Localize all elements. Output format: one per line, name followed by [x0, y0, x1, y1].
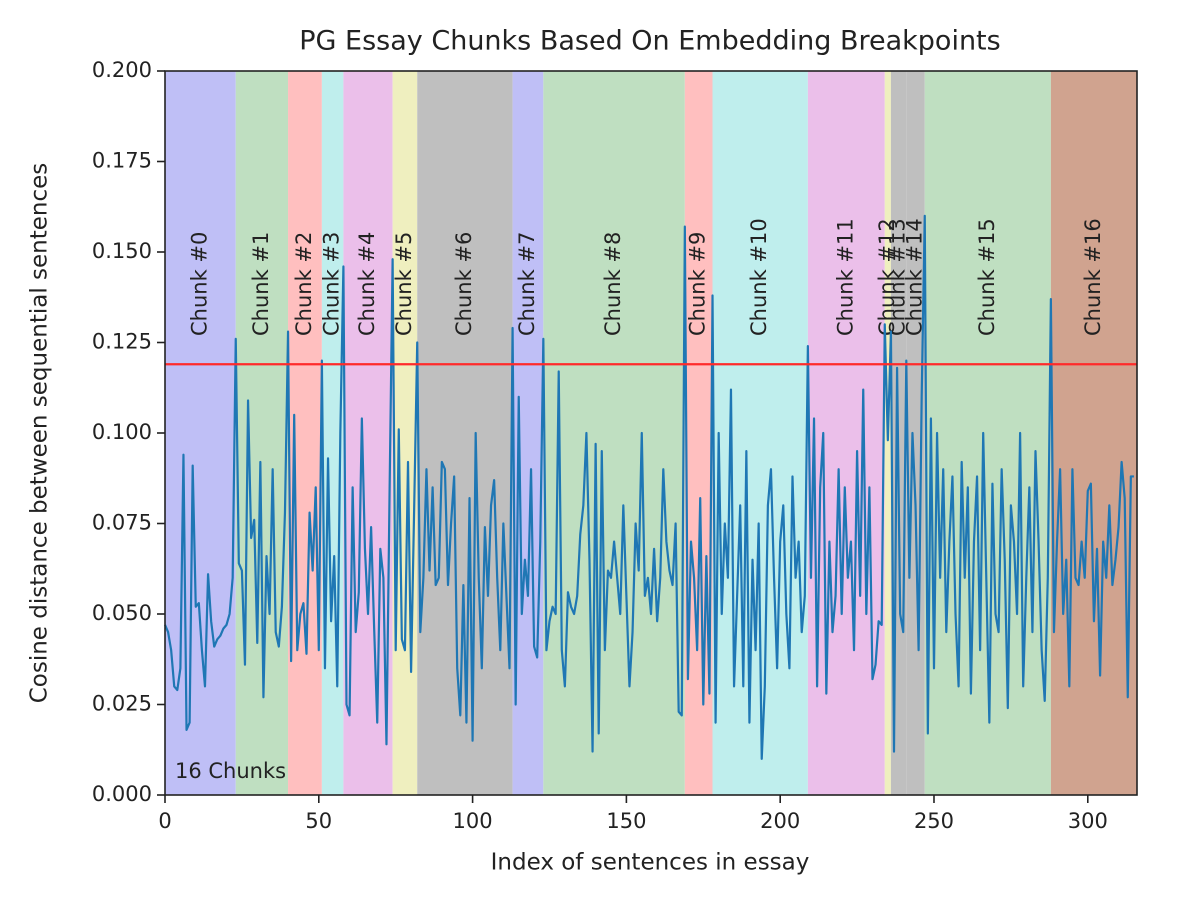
chunk-label: Chunk #10 [747, 218, 771, 336]
y-tick-label: 0.075 [92, 511, 152, 535]
chunk-span [684, 71, 713, 795]
x-tick-label: 300 [1068, 809, 1108, 833]
chunk-label: Chunk #7 [515, 232, 539, 336]
chunk-label: Chunk #5 [392, 232, 416, 336]
chunk-label: Chunk #3 [320, 232, 344, 336]
chunk-label: Chunk #15 [975, 218, 999, 336]
x-tick-label: 250 [914, 809, 954, 833]
y-tick-label: 0.100 [92, 420, 152, 444]
x-tick-label: 0 [158, 809, 171, 833]
chunk-label: Chunk #6 [452, 232, 476, 336]
chunk-label: Chunk #2 [292, 232, 316, 336]
chunk-label: Chunk #0 [187, 232, 211, 336]
y-tick-label: 0.000 [92, 782, 152, 806]
chunk-span [235, 71, 289, 795]
x-axis-label: Index of sentences in essay [491, 850, 810, 876]
chunk-label: Chunk #8 [601, 232, 625, 336]
chunk-label: Chunk #13 [886, 218, 910, 336]
data-line [163, 214, 1134, 760]
chunk-span [512, 71, 544, 795]
y-axis-label: Cosine distance between sequential sente… [27, 163, 53, 704]
chunk-label: Chunk #4 [355, 232, 379, 336]
chart-title: PG Essay Chunks Based On Embedding Break… [299, 26, 1000, 57]
x-tick-label: 200 [760, 809, 800, 833]
chunk-label: Chunk #1 [249, 232, 273, 336]
x-tick-label: 150 [606, 809, 646, 833]
chunk-span [543, 71, 685, 795]
x-tick-label: 100 [453, 809, 493, 833]
chunk-label: Chunk #9 [686, 232, 710, 336]
y-tick-label: 0.125 [92, 330, 152, 354]
y-tick-label: 0.050 [92, 601, 152, 625]
x-tick-label: 50 [305, 809, 332, 833]
chunk-span [165, 71, 236, 795]
y-tick-label: 0.200 [92, 58, 152, 82]
y-tick-label: 0.175 [92, 149, 152, 173]
y-tick-label: 0.025 [92, 692, 152, 716]
annotation: 16 Chunks [175, 759, 286, 783]
chunk-span [1050, 71, 1137, 795]
y-tick-label: 0.150 [92, 239, 152, 263]
chunk-label: Chunk #11 [833, 218, 857, 336]
chunk-label: Chunk #12 [875, 218, 899, 336]
chunk-label: Chunk #16 [1081, 218, 1105, 336]
chunk-span [392, 71, 418, 795]
chunk-span [807, 71, 885, 795]
